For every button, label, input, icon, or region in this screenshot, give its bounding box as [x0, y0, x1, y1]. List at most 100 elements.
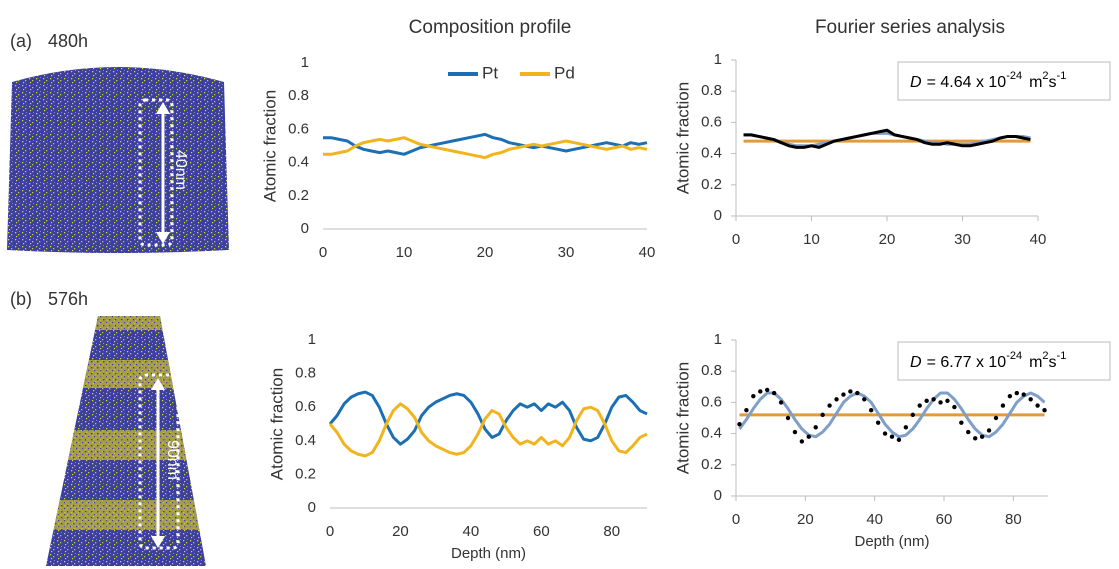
annotation-exponent: -24 — [1006, 350, 1022, 362]
data-point — [931, 397, 936, 402]
data-point — [1000, 403, 1006, 408]
y-axis-label: Atomic fraction — [673, 362, 692, 474]
annotation-symbol: D — [910, 354, 922, 371]
annotation-unit: s — [1049, 354, 1057, 371]
x-tick-label: 80 — [1005, 511, 1022, 528]
data-point — [841, 392, 846, 397]
data-point — [737, 422, 742, 427]
x-tick-label: 60 — [533, 523, 550, 540]
y-tick-label: 0.4 — [288, 154, 309, 171]
data-point — [966, 429, 971, 435]
data-point — [952, 404, 957, 410]
data-point — [882, 431, 888, 436]
y-tick-label: 0.2 — [295, 465, 316, 482]
data-point — [765, 387, 770, 393]
series-line — [738, 391, 1046, 439]
annotation-unit: m — [1029, 354, 1042, 371]
x-tick-label: 0 — [326, 523, 334, 540]
data-point — [1021, 392, 1026, 397]
y-tick-label: 0.4 — [701, 145, 722, 162]
annotation-value: = 4.64 x 10 — [927, 74, 1007, 91]
x-tick-label: 20 — [879, 231, 896, 248]
x-tick-label: 20 — [392, 523, 409, 540]
y-tick-label: 0 — [308, 499, 316, 516]
data-point — [778, 400, 784, 405]
panel-label: (a) — [10, 31, 32, 51]
y-tick-label: 0.8 — [288, 87, 309, 104]
annotation-unit-power: 2 — [1042, 350, 1048, 362]
data-point — [862, 397, 867, 402]
data-point — [869, 408, 874, 413]
y-tick-label: 0.4 — [701, 425, 722, 442]
y-tick-label: 0 — [714, 487, 722, 504]
annotation-unit-power: -1 — [1057, 350, 1067, 362]
data-point — [751, 393, 756, 399]
annotation-symbol: D — [910, 74, 922, 91]
data-point — [848, 389, 853, 394]
x-tick-label: 0 — [732, 231, 740, 248]
annotation: D = 6.77 x 10-24 m2s-1 — [910, 350, 1066, 371]
series-line — [328, 390, 648, 446]
x-axis-label: Depth (nm) — [854, 533, 929, 550]
panel-label: (b) — [10, 289, 32, 309]
data-point — [1028, 397, 1033, 402]
column-header: Fourier series analysis — [815, 17, 1005, 38]
scale-label: 90nm — [164, 440, 181, 480]
x-tick-label: 40 — [639, 244, 656, 261]
data-point — [1007, 393, 1013, 399]
data-point — [993, 415, 999, 421]
y-tick-label: 0.6 — [701, 113, 722, 130]
annotation-unit: s — [1049, 74, 1057, 91]
data-point — [979, 434, 985, 439]
data-point — [1035, 403, 1040, 408]
x-tick-label: 40 — [866, 511, 883, 528]
y-tick-label: 0.8 — [701, 362, 722, 379]
data-point — [806, 434, 811, 439]
data-point — [896, 437, 902, 443]
x-tick-label: 0 — [732, 511, 740, 528]
scale-label: 40nm — [172, 150, 189, 190]
annotation: D = 4.64 x 10-24 m2s-1 — [910, 70, 1066, 91]
panel-time: 576h — [48, 289, 88, 309]
apt-image-b: 90nm — [46, 316, 206, 566]
y-tick-label: 1 — [714, 331, 722, 348]
column-header: Composition profile — [409, 17, 572, 38]
data-point — [744, 408, 749, 413]
annotation-unit-power: -1 — [1057, 70, 1067, 82]
annotation-exponent: -24 — [1006, 70, 1022, 82]
apt-image-a: 40nm — [7, 67, 229, 253]
y-tick-label: 0 — [301, 220, 309, 237]
data-point — [1042, 408, 1047, 413]
data-point — [945, 398, 950, 404]
legend-label: Pt — [482, 63, 498, 82]
y-axis-label: Atomic fraction — [673, 82, 692, 194]
data-point — [959, 420, 964, 425]
annotation-box — [897, 341, 1111, 381]
x-tick-label: 20 — [477, 244, 494, 261]
x-tick-label: 10 — [396, 244, 413, 261]
annotation-box — [897, 61, 1111, 101]
data-point — [820, 412, 825, 418]
panel-time: 480h — [48, 31, 88, 51]
y-tick-label: 0.6 — [701, 393, 722, 410]
y-tick-label: 0.2 — [701, 176, 722, 193]
y-tick-label: 0.6 — [295, 398, 316, 415]
x-tick-label: 80 — [603, 523, 620, 540]
data-point — [792, 429, 798, 435]
y-tick-label: 1 — [308, 331, 316, 348]
x-tick-label: 40 — [463, 523, 480, 540]
series-line — [328, 402, 648, 458]
y-tick-label: 0.8 — [295, 365, 316, 382]
x-tick-label: 30 — [954, 231, 971, 248]
y-tick-label: 0 — [714, 207, 722, 224]
annotation-unit: m — [1029, 74, 1042, 91]
data-point — [785, 415, 791, 421]
y-axis-label: Atomic fraction — [260, 90, 279, 202]
data-point — [903, 425, 909, 430]
data-point — [973, 436, 978, 441]
series-line — [323, 132, 648, 156]
data-point — [1014, 390, 1019, 396]
data-point — [917, 403, 922, 408]
y-tick-label: 0.2 — [701, 456, 722, 473]
